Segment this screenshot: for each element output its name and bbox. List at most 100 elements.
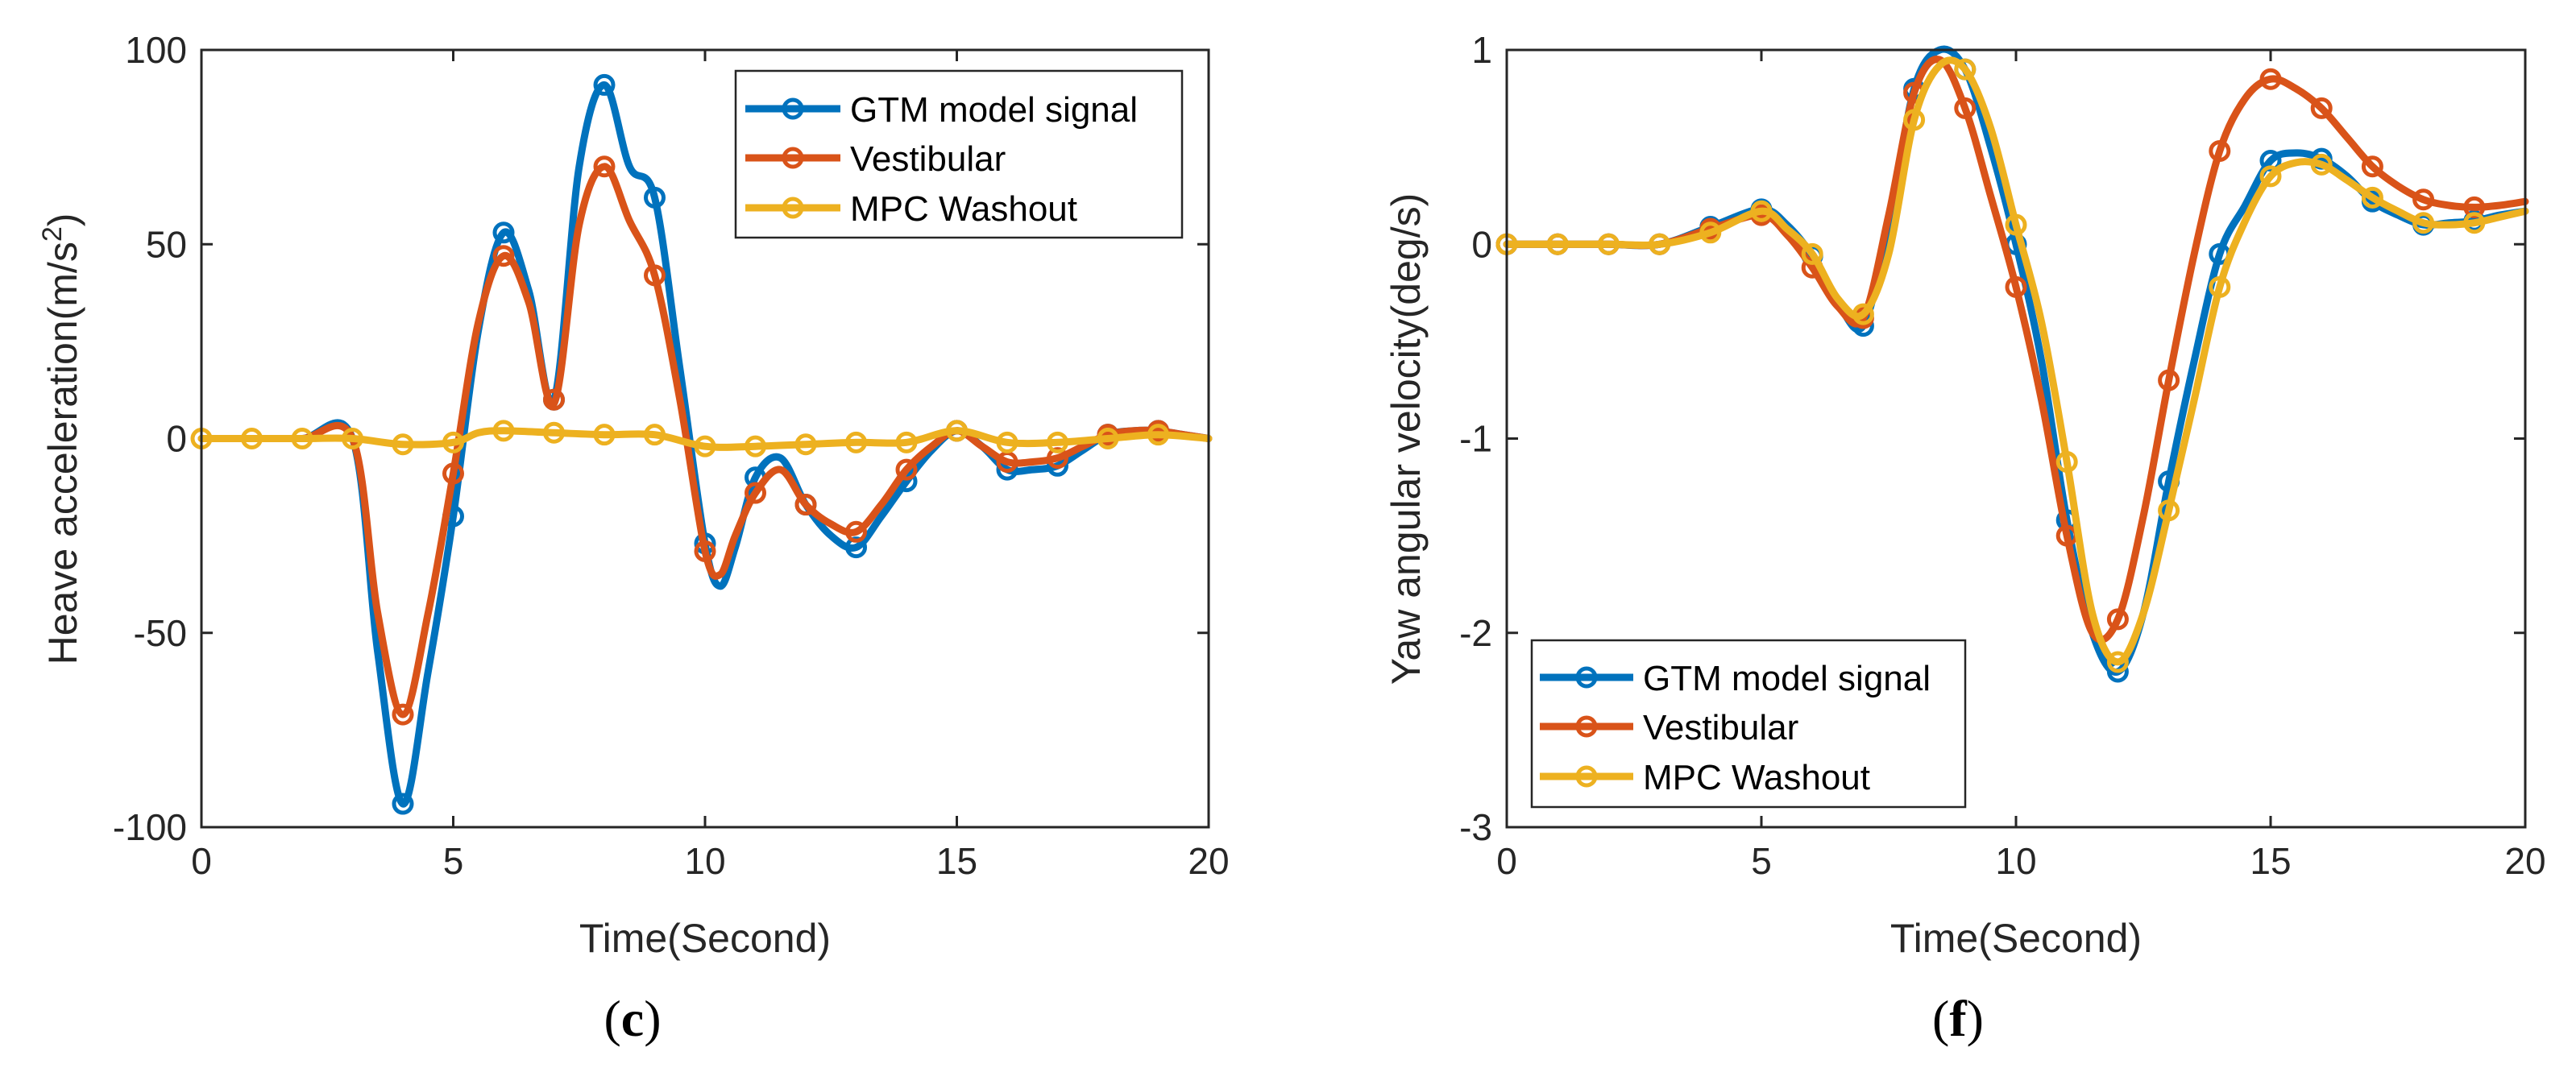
x-tick-label-f: 10 (1995, 840, 2036, 882)
data-point-vestibular-f (2106, 608, 2129, 631)
y-axis-label-text-c: Heave acceleration(m/s (40, 242, 85, 664)
legend-marker-vestibular-c (782, 147, 804, 169)
data-point-mpc-washout-f (2158, 499, 2180, 522)
data-point-mpc-washout-f (2463, 212, 2486, 234)
legend-label-vestibular-c: Vestibular (850, 139, 1006, 179)
data-point-mpc-washout-c (241, 428, 263, 449)
legend-marker-mpc-f (1575, 765, 1598, 788)
data-point-vestibular-c (492, 245, 515, 267)
data-point-vestibular-c (895, 458, 918, 481)
y-tick-label-f: -2 (1459, 612, 1492, 654)
data-point-mpc-washout-c (291, 428, 313, 449)
data-point-mpc-washout-f (1852, 303, 1874, 325)
x-axis-label-f: Time(Second) (1890, 916, 2142, 961)
legend-marker-gtm-f (1575, 666, 1598, 689)
data-point-vestibular-c (392, 703, 414, 726)
legend-marker-vestibular-f (1575, 715, 1598, 738)
series-group-c (190, 73, 1213, 815)
data-point-mpc-washout-c (794, 433, 817, 456)
panel-caption-close-f: ) (1967, 990, 1984, 1047)
data-point-mpc-washout-c (1047, 431, 1068, 453)
y-tick-label-c: 100 (125, 29, 187, 71)
data-point-mpc-washout-c (342, 428, 363, 449)
legend-c: GTM model signal Vestibular MPC Washout (734, 69, 1184, 239)
chart-panel-c: 0 5 10 15 20 -100 -50 0 50 100 Time(Second) Heave… (37, 29, 1230, 1047)
panel-caption-close-c: ) (644, 990, 661, 1047)
data-point-vestibular-f (2005, 275, 2027, 298)
x-tick-label-c: 20 (1188, 840, 1229, 882)
tick-labels-f: 0 5 10 15 20 -3 -2 -1 0 1 (1459, 29, 2545, 882)
y-axis-label-superscript-c: 2 (37, 226, 68, 242)
legend-entry-mpc-c: MPC Washout (745, 189, 1077, 229)
y-axis-label-c: Heave acceleration(m/s2) (37, 213, 85, 665)
chart-panel-f: 0 5 10 15 20 -3 -2 -1 0 1 Time(Second) Yaw angula… (1383, 29, 2546, 1047)
legend-label-gtm-f: GTM model signal (1643, 659, 1931, 698)
data-point-vestibular-c (745, 482, 766, 504)
legend-marker-mpc-c (782, 197, 804, 219)
data-point-vestibular-f (2463, 196, 2486, 218)
data-point-mpc-washout-c (392, 433, 414, 456)
data-point-mpc-washout-c (694, 435, 716, 457)
data-point-mpc-washout-c (492, 420, 515, 442)
y-tick-label-f: -3 (1459, 806, 1492, 848)
legend-f: GTM model signal Vestibular MPC Washout (1530, 639, 1967, 809)
data-point-vestibular-f (2310, 97, 2333, 119)
data-point-vestibular-c (694, 540, 716, 562)
x-axis-label-c: Time(Second) (579, 916, 831, 961)
data-point-gtm-model-signal-c (492, 221, 515, 244)
data-point-vestibular-c (543, 388, 565, 411)
data-point-vestibular-c (644, 264, 666, 287)
data-point-gtm-model-signal-c (644, 186, 666, 209)
data-point-mpc-washout-c (745, 435, 766, 457)
data-point-mpc-washout-c (644, 424, 666, 446)
panel-caption-open-f: ( (1932, 990, 1949, 1047)
data-point-mpc-washout-c (946, 420, 968, 442)
y-tick-label-c: -50 (134, 612, 187, 654)
data-point-gtm-model-signal-c (845, 536, 867, 559)
panel-caption-open-c: ( (604, 990, 620, 1047)
legend-entry-mpc-f: MPC Washout (1540, 758, 1870, 797)
series-line-mpc-washout-c (197, 427, 1213, 451)
data-point-mpc-washout-f (1649, 233, 1671, 255)
data-point-mpc-washout-c (543, 421, 565, 444)
data-point-mpc-washout-f (2310, 153, 2333, 176)
y-tick-label-f: -1 (1459, 418, 1492, 460)
legend-marker-gtm-c (782, 97, 804, 120)
data-point-vestibular-f (2209, 139, 2231, 162)
y-tick-label-f: 1 (1471, 29, 1492, 71)
data-point-mpc-washout-c (845, 431, 867, 453)
panel-caption-letter-c: c (621, 990, 644, 1047)
y-tick-label-c: 50 (146, 223, 187, 265)
data-point-vestibular-f (1954, 97, 1977, 119)
legend-entry-gtm-f: GTM model signal (1540, 659, 1931, 698)
data-point-mpc-washout-f (2005, 213, 2027, 236)
data-point-mpc-washout-f (2412, 212, 2435, 234)
data-point-mpc-washout-c (1097, 428, 1119, 449)
data-point-mpc-washout-f (2055, 450, 2078, 473)
data-point-vestibular-c (845, 520, 867, 543)
legend-label-vestibular-f: Vestibular (1643, 708, 1798, 747)
legend-label-mpc-c: MPC Washout (850, 189, 1077, 229)
legend-label-mpc-f: MPC Washout (1643, 758, 1870, 797)
data-point-gtm-model-signal-c (392, 793, 414, 815)
x-tick-label-c: 10 (684, 840, 725, 882)
data-point-mpc-washout-c (593, 424, 616, 446)
legend-entry-gtm-c: GTM model signal (745, 90, 1138, 130)
x-tick-label-c: 15 (936, 840, 977, 882)
x-tick-label-f: 5 (1751, 840, 1772, 882)
series-line-mpc-washout-f (1503, 56, 2529, 666)
data-point-mpc-washout-f (2361, 186, 2383, 209)
data-point-vestibular-f (2361, 155, 2383, 178)
y-tick-label-f: 0 (1471, 223, 1492, 265)
y-axis-label-f: Yaw angular velocity(deg/s) (1383, 193, 1429, 685)
data-point-vestibular-c (593, 155, 616, 178)
data-point-vestibular-c (1047, 447, 1068, 470)
data-point-vestibular-f (2158, 369, 2180, 391)
legend-entry-vestibular-c: Vestibular (745, 139, 1006, 179)
y-axis-label-text-f: Yaw angular velocity(deg/s) (1383, 193, 1429, 685)
data-point-mpc-washout-c (442, 431, 464, 453)
data-point-mpc-washout-c (996, 431, 1018, 453)
data-point-mpc-washout-f (1546, 233, 1569, 255)
data-point-vestibular-c (442, 462, 464, 485)
